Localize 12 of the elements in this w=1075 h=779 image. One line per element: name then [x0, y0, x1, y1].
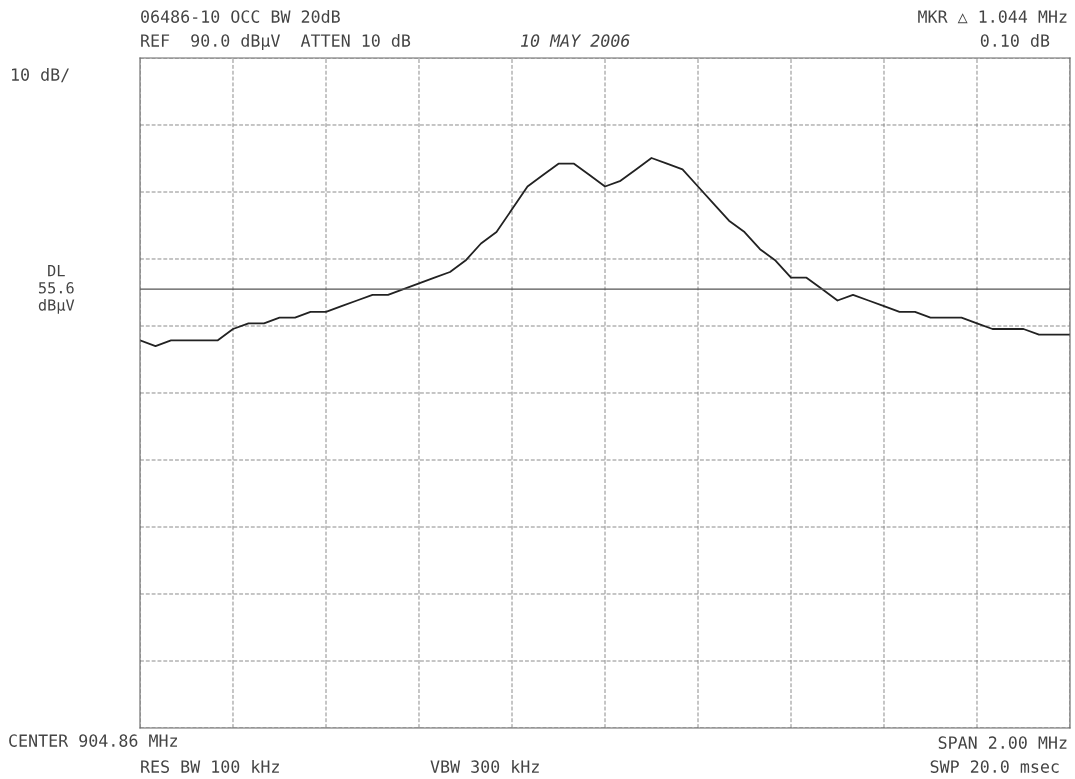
text: 10 dB/: [12, 67, 69, 83]
text: 06486-10 OCC BW 20dB: [141, 9, 340, 23]
text: 0.10 dB: [980, 33, 1050, 47]
text: SPAN 2.00 MHz: [938, 736, 1067, 749]
text: 10 MAY 2006: [521, 34, 630, 47]
text: VBW 300 kHz: [430, 759, 539, 773]
text: CENTER 904.86 MHz: [9, 734, 178, 747]
text: MKR △ 1.044 MHz: [918, 10, 1067, 24]
ref-line-label: DL 55.6 dBµV: [38, 265, 75, 314]
text: RES BW 100 kHz: [141, 759, 279, 773]
text: SWP 20.0 msec: [930, 760, 1059, 773]
text: REF 90.0 dBµV ATTEN 10 dB: [141, 33, 411, 51]
